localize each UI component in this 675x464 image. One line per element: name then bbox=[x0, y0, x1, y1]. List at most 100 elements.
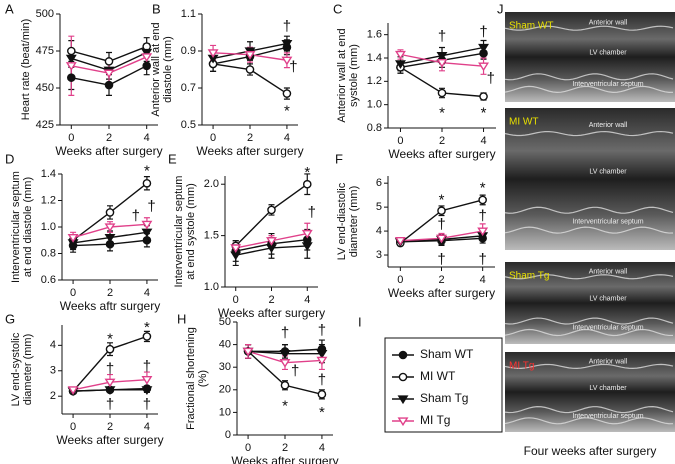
marker bbox=[244, 51, 256, 60]
annotation: † bbox=[143, 396, 151, 413]
y-tick-label: 450 bbox=[36, 82, 54, 94]
annotation: † bbox=[132, 207, 140, 224]
x-axis-label: Weeks after surgery bbox=[55, 144, 162, 158]
echo-wave bbox=[504, 226, 674, 234]
marker bbox=[267, 205, 276, 215]
annotation: † bbox=[478, 208, 486, 225]
marker bbox=[266, 237, 277, 246]
marker bbox=[302, 179, 312, 189]
marker bbox=[142, 332, 152, 341]
echo-wave bbox=[504, 406, 674, 414]
x-axis-label: Weeks after surgery bbox=[196, 144, 303, 158]
y-tick-label: 0.8 bbox=[367, 122, 382, 134]
y-tick-label: 0.6 bbox=[41, 274, 56, 286]
echo-label: Interventricular septum bbox=[572, 218, 643, 225]
y-tick-label: 1.0 bbox=[41, 221, 56, 233]
echo-label: Anterior wall bbox=[589, 122, 628, 129]
legend-label: Sham WT bbox=[420, 347, 474, 361]
y-tick-label: 1.6 bbox=[367, 29, 382, 41]
annotation: † bbox=[289, 59, 297, 76]
annotation: † bbox=[437, 251, 445, 268]
y-tick-label: 1.4 bbox=[367, 52, 382, 64]
marker bbox=[67, 73, 76, 82]
annotation: † bbox=[106, 396, 114, 413]
echo-wave bbox=[504, 130, 674, 137]
panel-letter: J bbox=[497, 1, 504, 16]
x-tick-label: 0 bbox=[245, 442, 251, 454]
annotation: † bbox=[308, 204, 316, 221]
x-tick-label: 4 bbox=[144, 132, 150, 144]
y-axis-label: systole (mm) bbox=[348, 44, 360, 107]
x-tick-label: 4 bbox=[319, 442, 325, 454]
y-axis-label: LV end-diastolic bbox=[336, 182, 348, 260]
y-axis-label: LV end-systolic bbox=[10, 332, 22, 406]
y-tick-label: 0.9 bbox=[181, 45, 196, 57]
marker bbox=[437, 206, 446, 216]
echo-wave bbox=[504, 363, 674, 369]
x-tick-label: 0 bbox=[70, 287, 76, 299]
y-tick-label: 6 bbox=[376, 177, 382, 189]
annotation: * bbox=[284, 102, 290, 119]
marker bbox=[245, 65, 255, 74]
annotation: † bbox=[143, 358, 151, 375]
x-tick-label: 2 bbox=[107, 287, 113, 299]
marker bbox=[230, 244, 242, 254]
panel-letter: A bbox=[5, 1, 14, 16]
marker bbox=[436, 234, 447, 244]
x-tick-label: 4 bbox=[304, 294, 310, 306]
marker bbox=[104, 57, 114, 66]
legend-label: MI Tg bbox=[420, 413, 450, 427]
y-tick-label: 4 bbox=[50, 339, 56, 351]
y-axis-label: diameter (mm) bbox=[22, 334, 34, 406]
y-tick-label: 425 bbox=[36, 119, 54, 131]
marker bbox=[103, 69, 115, 79]
x-axis-label: Weeks after surgery bbox=[56, 433, 163, 447]
y-tick-label: 40 bbox=[219, 339, 231, 351]
x-tick-label: 2 bbox=[282, 442, 288, 454]
marker bbox=[104, 233, 116, 243]
annotation: † bbox=[147, 198, 155, 215]
marker bbox=[478, 195, 487, 205]
panel-letter: F bbox=[335, 151, 343, 166]
marker bbox=[104, 80, 114, 90]
annotation: * bbox=[319, 404, 325, 421]
marker bbox=[281, 56, 293, 66]
marker bbox=[281, 39, 293, 49]
annotation: * bbox=[481, 104, 487, 121]
panel-letter: G bbox=[5, 311, 15, 326]
echo-label: Interventricular septum bbox=[572, 413, 643, 420]
x-tick-label: 4 bbox=[480, 135, 486, 147]
marker bbox=[397, 395, 409, 405]
y-tick-label: 1.2 bbox=[41, 194, 56, 206]
y-tick-label: 5 bbox=[376, 201, 382, 213]
echo-image: Anterior wall LV chamber Interventricular … bbox=[504, 262, 675, 344]
panel-letter: I bbox=[358, 314, 362, 329]
y-tick-label: 0.7 bbox=[181, 82, 196, 94]
x-tick-label: 0 bbox=[397, 274, 403, 286]
marker bbox=[436, 52, 448, 61]
annotation: † bbox=[106, 360, 114, 377]
y-tick-label: 0.5 bbox=[181, 119, 196, 131]
x-tick-label: 0 bbox=[210, 132, 216, 144]
y-axis-label: Heart rate (beat/min) bbox=[20, 19, 32, 120]
y-tick-label: 2.0 bbox=[204, 178, 219, 190]
legend-box bbox=[384, 337, 503, 433]
y-tick-label: 1.2 bbox=[367, 75, 382, 87]
marker bbox=[397, 417, 409, 427]
y-tick-label: 30 bbox=[219, 361, 231, 373]
x-tick-label: 2 bbox=[247, 132, 253, 144]
echo-title: MI WT bbox=[509, 117, 538, 128]
marker bbox=[67, 233, 79, 243]
echo-label: Anterior wall bbox=[589, 358, 628, 365]
annotation: † bbox=[437, 216, 445, 233]
echo-wave bbox=[504, 85, 674, 93]
echo-label: LV chamber bbox=[589, 296, 627, 303]
annotation: * bbox=[282, 397, 288, 414]
marker bbox=[104, 223, 116, 233]
x-tick-label: 0 bbox=[233, 294, 239, 306]
marker bbox=[104, 378, 116, 388]
marker bbox=[394, 50, 406, 60]
panel-letter: E bbox=[168, 151, 177, 166]
annotation: * bbox=[144, 163, 150, 180]
